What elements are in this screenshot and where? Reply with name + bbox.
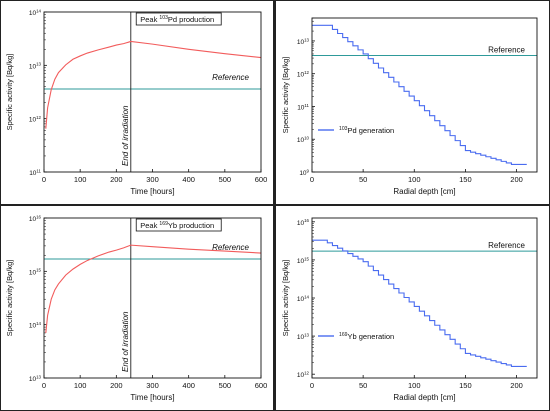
end-of-irradiation-label: End of irradiation: [121, 105, 130, 166]
reference-label: Reference: [488, 45, 525, 54]
y-tick-label: 109: [299, 168, 309, 177]
chart-yb-time: 0 100 200 300 400 500 600 1013 1014 1015 1016 End o…: [5, 214, 268, 402]
x-tick-label: 100: [74, 381, 87, 390]
title-box: [135, 218, 222, 232]
plot-frame: [311, 17, 538, 173]
x-tick-label: 100: [408, 381, 421, 390]
reference-label: Reference: [488, 241, 525, 250]
x-tick-label: 400: [182, 381, 195, 390]
y-tick-label: 1016: [29, 214, 42, 223]
y-tick-label: 1012: [297, 70, 310, 79]
y-tick-label: 1016: [297, 218, 310, 227]
series-line: [45, 244, 262, 333]
title-box: [135, 12, 222, 26]
reference-label: Reference: [212, 243, 249, 252]
x-tick-label: 200: [510, 175, 523, 184]
y-axis-label: Specific activity [Bq/kg]: [5, 54, 14, 131]
chart-title: Peak 169Yb production: [140, 221, 214, 230]
series-line: [312, 239, 527, 367]
reference-label: Reference: [212, 73, 249, 82]
chart-pd-depth: 0 50 100 150 200 109 1010 1011 1012 1013 Reference…: [281, 17, 538, 196]
y-tick-label: 1014: [297, 294, 310, 303]
x-tick-label: 0: [310, 381, 314, 390]
y-tick-label: 1014: [29, 8, 42, 17]
divider-horizontal: [0, 204, 550, 206]
x-axis-label: Time [hours]: [130, 393, 174, 402]
x-axis-label: Time [hours]: [130, 187, 174, 196]
y-tick-label: 1013: [29, 374, 42, 383]
y-tick-label: 1010: [297, 136, 310, 145]
x-tick-label: 200: [510, 381, 523, 390]
panel-pd-depth: 0 50 100 150 200 109 1010 1011 1012 1013 Reference…: [278, 0, 550, 205]
x-tick-label: 600: [255, 381, 268, 390]
x-tick-label: 50: [359, 381, 367, 390]
x-tick-label: 600: [255, 175, 268, 184]
panel-yb-depth: 0 50 100 150 200 1012 1013 1014 1015 1016 Referenc…: [278, 206, 550, 411]
y-tick-label: 1015: [297, 256, 310, 265]
legend-label: 169Yb generation: [339, 332, 394, 341]
x-tick-label: 300: [146, 175, 159, 184]
series-line: [45, 40, 262, 129]
y-tick-label: 1011: [297, 103, 309, 112]
x-tick-label: 150: [459, 175, 472, 184]
y-tick-label: 1011: [29, 168, 41, 177]
x-tick-label: 200: [110, 381, 123, 390]
x-tick-label: 100: [74, 175, 87, 184]
x-tick-label: 0: [310, 175, 314, 184]
y-tick-label: 1012: [297, 371, 310, 380]
x-tick-label: 400: [182, 175, 195, 184]
plot-frame: [43, 11, 262, 173]
y-tick-label: 1012: [29, 115, 42, 124]
x-tick-label: 150: [459, 381, 472, 390]
x-tick-label: 100: [408, 175, 421, 184]
plot-frame: [311, 217, 538, 379]
y-axis-label: Specific activity [Bq/kg]: [281, 57, 290, 134]
y-axis-label: Specific activity [Bq/kg]: [5, 260, 14, 337]
x-tick-label: 500: [219, 175, 232, 184]
y-tick-label: 1015: [29, 268, 42, 277]
x-tick-label: 0: [42, 381, 46, 390]
series-line: [312, 24, 527, 165]
y-tick-label: 1013: [297, 332, 310, 341]
x-tick-label: 0: [42, 175, 46, 184]
y-tick-label: 1013: [297, 37, 310, 46]
chart-yb-depth: 0 50 100 150 200 1012 1013 1014 1015 1016 Referenc…: [281, 217, 538, 402]
y-axis-label: Specific activity [Bq/kg]: [281, 260, 290, 337]
y-tick-label: 1014: [29, 321, 42, 330]
x-axis-label: Radial depth [cm]: [393, 393, 455, 402]
legend-label: 103Pd generation: [339, 126, 394, 135]
y-tick-label: 1013: [29, 62, 42, 71]
x-tick-label: 500: [219, 381, 232, 390]
x-tick-label: 50: [359, 175, 367, 184]
x-axis-label: Radial depth [cm]: [393, 187, 455, 196]
panel-pd-time: 0 100 200 300 400 500 600 1011 1012 1013 1014 End o…: [0, 0, 272, 205]
plot-frame: [43, 217, 262, 379]
panel-yb-time: 0 100 200 300 400 500 600 1013 1014 1015 1016 End o…: [0, 206, 272, 411]
x-tick-label: 300: [146, 381, 159, 390]
chart-title: Peak 103Pd production: [140, 15, 214, 24]
x-tick-label: 200: [110, 175, 123, 184]
end-of-irradiation-label: End of irradiation: [121, 311, 130, 372]
chart-pd-time: 0 100 200 300 400 500 600 1011 1012 1013 1014 End o…: [5, 8, 268, 196]
